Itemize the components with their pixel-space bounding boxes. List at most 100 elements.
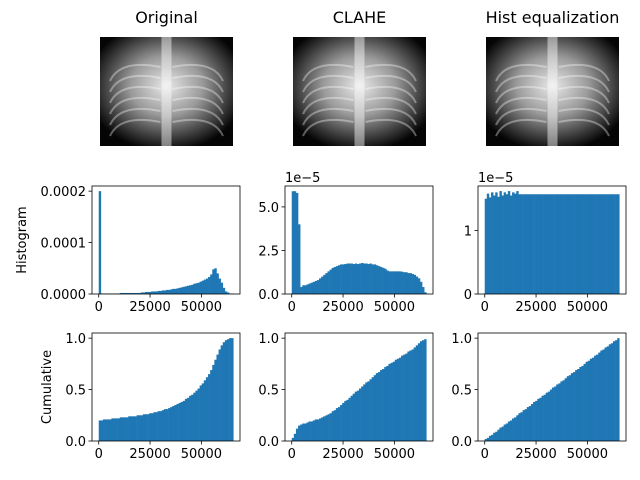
x-tick-label: 50000 [374, 300, 415, 315]
bar [128, 292, 131, 294]
bar [291, 437, 295, 441]
bar [293, 191, 297, 294]
bar [325, 273, 328, 294]
bar [606, 194, 610, 294]
bar [218, 278, 221, 294]
bar [369, 263, 372, 294]
bar [356, 264, 360, 294]
bar [382, 267, 385, 294]
bar [382, 369, 385, 441]
bar [596, 354, 599, 441]
bar [134, 292, 137, 294]
bar [394, 359, 398, 441]
bar [132, 292, 135, 294]
axes-frame [477, 185, 627, 295]
bar [293, 433, 297, 441]
bar [390, 271, 393, 294]
bar [172, 288, 175, 294]
bar [371, 264, 375, 294]
bar [403, 354, 406, 441]
bar [312, 420, 316, 441]
bar [530, 403, 534, 441]
rib [109, 96, 224, 115]
bar [342, 402, 345, 441]
x-tick-label: 25000 [515, 447, 556, 462]
bar [564, 194, 568, 294]
bar [612, 194, 616, 294]
y-tick-label: 1.0 [451, 332, 472, 347]
bar [377, 266, 381, 294]
bar [398, 271, 402, 294]
bar [189, 285, 192, 294]
bar [359, 263, 362, 294]
bar [528, 194, 532, 294]
bar [123, 417, 127, 441]
bar [321, 276, 324, 294]
bar [552, 387, 555, 441]
x-tick-label: 25000 [322, 300, 363, 315]
bar [486, 193, 490, 294]
y-tick-label: 0.0 [258, 288, 279, 303]
rib [495, 63, 610, 82]
y-tick-label: 1.0 [258, 332, 279, 347]
bar [325, 415, 328, 441]
bar [516, 415, 519, 441]
bar [102, 419, 106, 441]
bar [560, 381, 563, 441]
bar [159, 290, 163, 294]
bar [422, 287, 425, 294]
bar [363, 263, 366, 294]
bar [361, 386, 364, 441]
bar [193, 392, 196, 441]
bar [392, 361, 396, 441]
bar [151, 413, 154, 441]
axes-frame [284, 332, 434, 442]
bar [524, 194, 528, 294]
bar [147, 414, 150, 441]
bar [522, 194, 525, 294]
x-tick-label: 0 [481, 447, 489, 462]
bar [617, 194, 620, 294]
bar [537, 398, 540, 441]
bar [396, 271, 400, 294]
subplot-title: Hist equalization [486, 8, 620, 27]
bar [113, 418, 116, 441]
bar [384, 366, 387, 441]
bar [581, 194, 584, 294]
bar [98, 420, 102, 441]
bar [526, 194, 530, 294]
bar [216, 273, 219, 294]
rib [109, 107, 224, 126]
bar [184, 286, 188, 294]
bar [415, 276, 419, 294]
y-tick-label: 0.0 [65, 435, 86, 450]
bar [352, 393, 356, 441]
bar [331, 411, 335, 441]
bar [155, 412, 158, 441]
bar [142, 414, 146, 441]
bar [577, 369, 580, 441]
bar [189, 395, 192, 441]
bar [581, 365, 584, 441]
y-tick-label: 0.0 [258, 435, 279, 450]
offset-text: 1e−5 [285, 171, 320, 186]
bar [111, 418, 114, 441]
bar [424, 339, 427, 441]
bar [547, 194, 551, 294]
bar [319, 418, 322, 441]
bar [335, 408, 339, 441]
rib [109, 74, 224, 93]
bar [126, 292, 129, 294]
x-tick-label: 25000 [322, 447, 363, 462]
bar [602, 349, 605, 441]
bar [375, 373, 379, 441]
bar [212, 269, 215, 294]
bar [149, 413, 152, 441]
bar [117, 418, 121, 441]
bar [201, 383, 205, 441]
bar [107, 419, 110, 441]
y-tick-label: 2.5 [258, 244, 279, 259]
bar [308, 283, 311, 294]
y-tick-label: 0 [464, 288, 472, 303]
bar [373, 375, 377, 441]
